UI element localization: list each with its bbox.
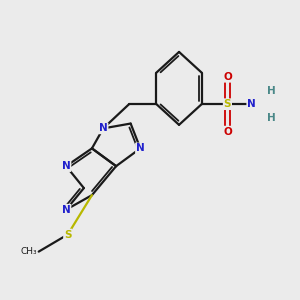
- Text: N: N: [99, 123, 108, 134]
- Text: S: S: [64, 230, 71, 239]
- Text: H: H: [267, 85, 275, 96]
- Text: S: S: [224, 99, 231, 109]
- Text: O: O: [223, 72, 232, 82]
- Text: H: H: [267, 113, 275, 123]
- Text: N: N: [136, 143, 145, 153]
- Text: N: N: [247, 99, 256, 109]
- Text: N: N: [62, 205, 70, 215]
- Text: O: O: [223, 127, 232, 136]
- Text: CH₃: CH₃: [20, 247, 37, 256]
- Text: N: N: [62, 161, 70, 171]
